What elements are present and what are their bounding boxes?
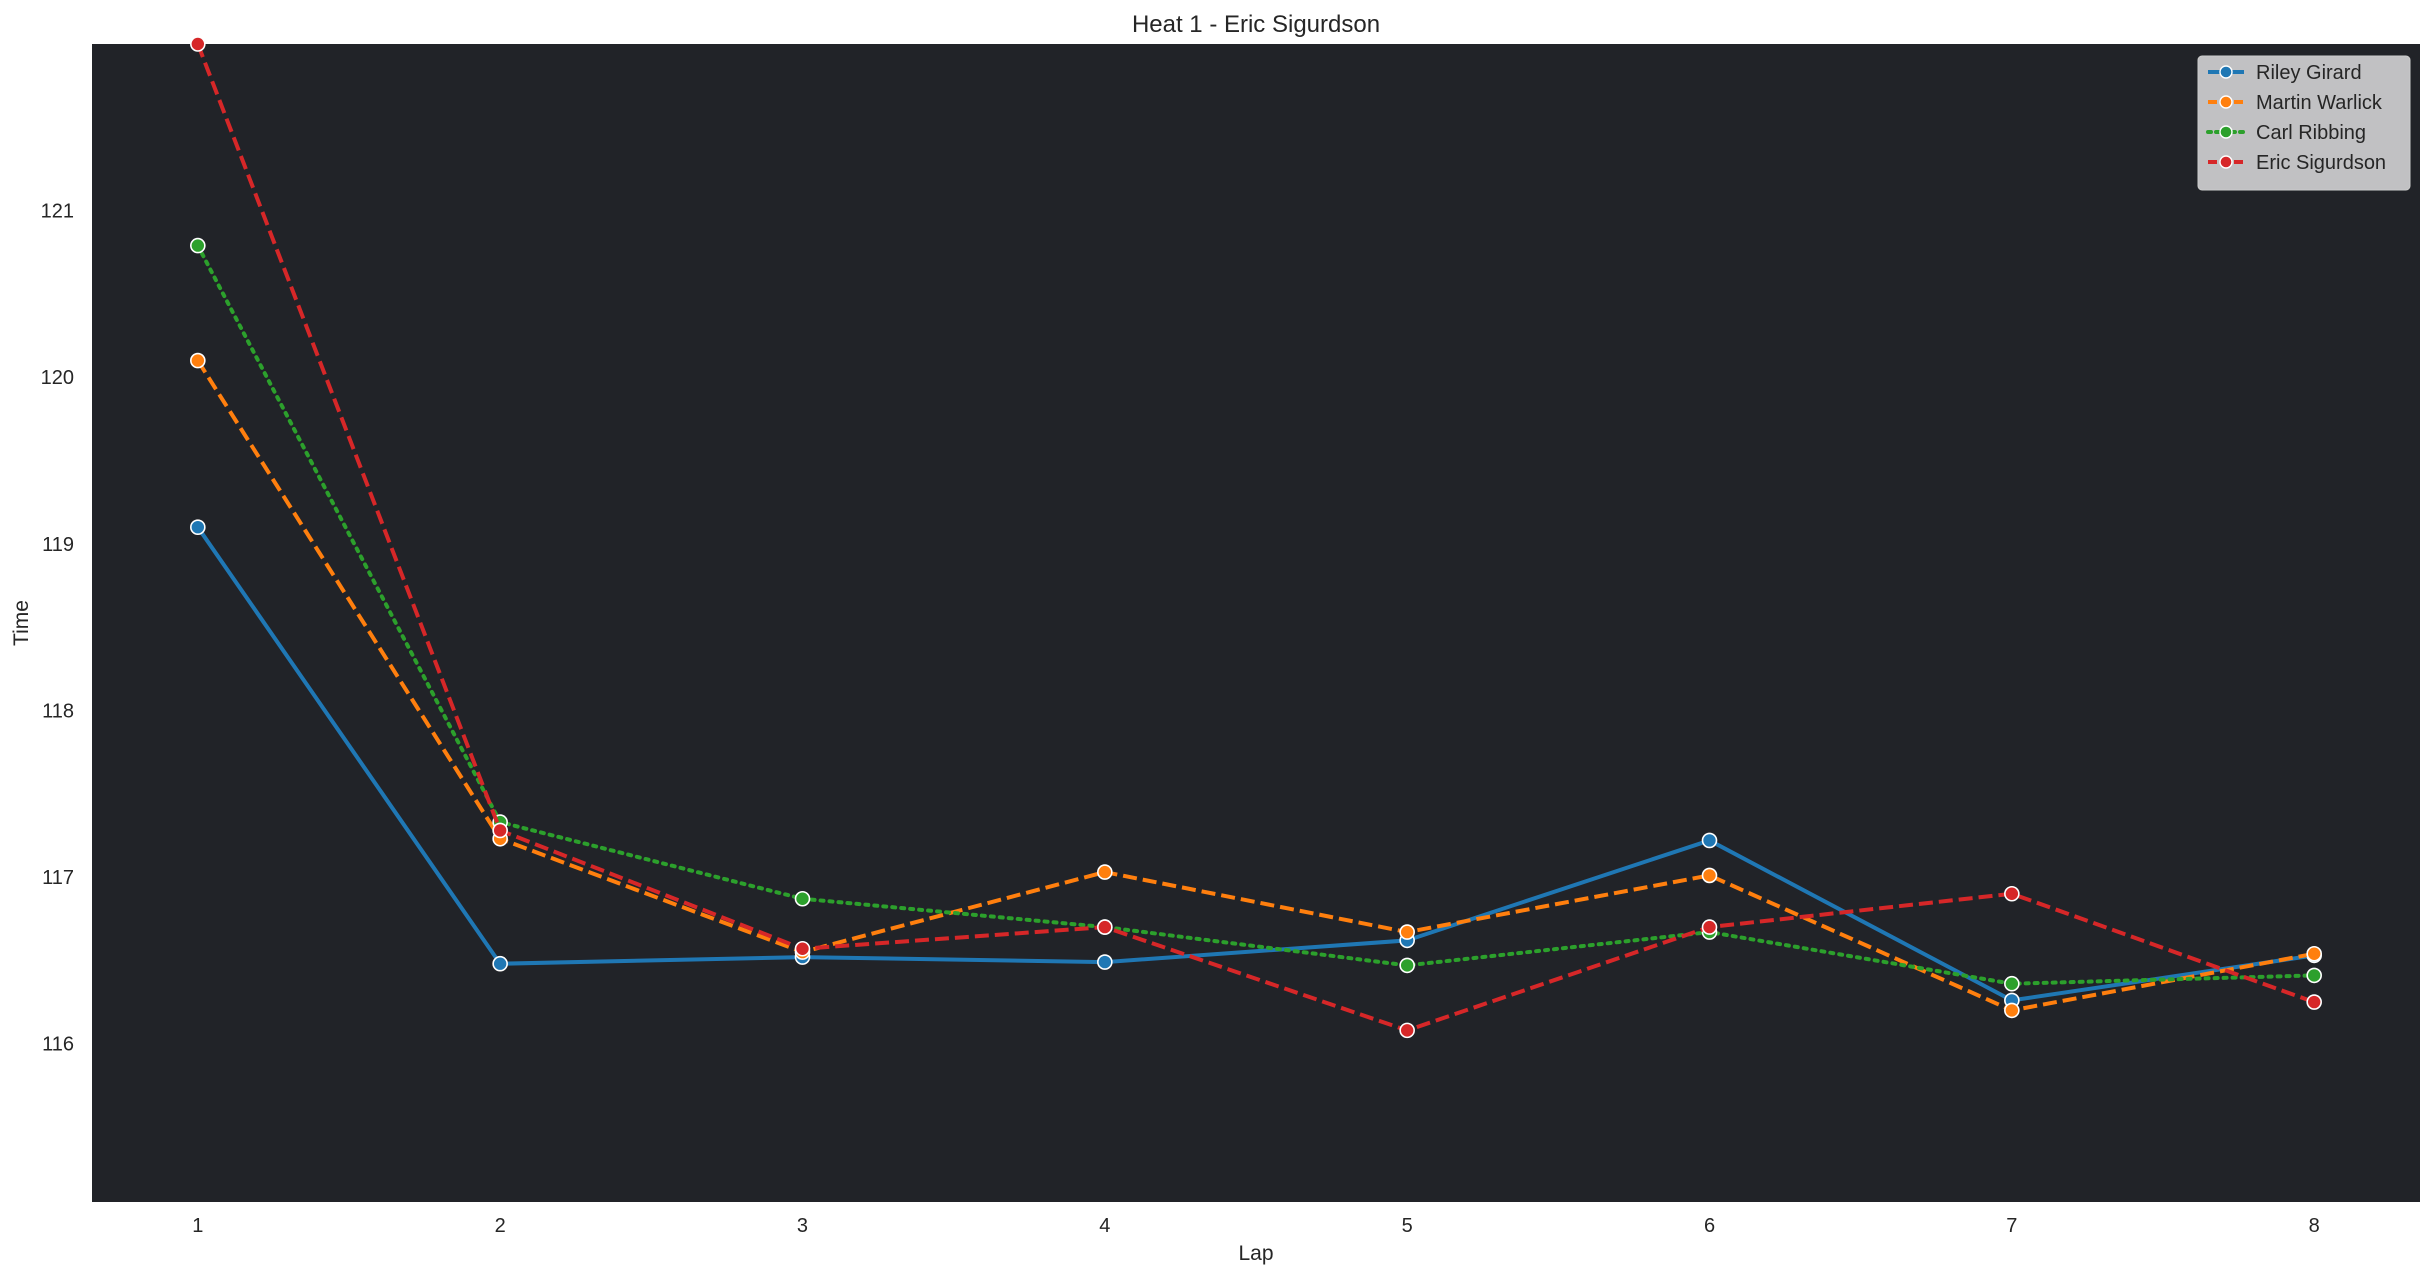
legend-box — [2197, 55, 2411, 191]
x-tick-label: 8 — [2309, 1215, 2320, 1237]
x-axis-ticks: 1 2 3 4 5 6 7 8 — [192, 1215, 2319, 1237]
legend-swatch-marker — [2219, 125, 2233, 139]
y-tick-label: 119 — [42, 534, 74, 556]
series-line — [195, 43, 2315, 1033]
data-point — [492, 955, 508, 972]
y-tick-label: 118 — [42, 700, 74, 722]
data-point — [1701, 867, 1718, 884]
x-tick-label: 7 — [2006, 1215, 2017, 1237]
legend-label: Eric Sigurdson — [2256, 152, 2386, 174]
legend-item: Martin Warlick — [2208, 92, 2383, 114]
legend-item: Riley Girard — [2208, 62, 2362, 84]
chart-title: Heat 1 - Eric Sigurdson — [1132, 11, 1380, 38]
data-point — [1701, 919, 1718, 935]
legend-swatch-marker — [2219, 95, 2233, 109]
data-point — [1399, 924, 1415, 940]
data-point — [492, 822, 508, 839]
y-tick-label: 117 — [42, 867, 74, 889]
x-tick-label: 6 — [1704, 1215, 1715, 1237]
x-tick-label: 4 — [1099, 1215, 1110, 1237]
legend-label: Martin Warlick — [2256, 92, 2383, 114]
data-point — [190, 519, 206, 535]
data-point — [1097, 919, 1113, 935]
data-point — [2306, 945, 2322, 962]
data-point — [2004, 975, 2020, 992]
data-point — [1097, 954, 1113, 970]
series-eric-sigurdson — [190, 36, 2322, 1039]
data-point — [1399, 1022, 1415, 1039]
series-line — [195, 243, 2317, 986]
x-tick-label: 5 — [1402, 1215, 1413, 1237]
data-point — [190, 36, 206, 52]
data-point — [1097, 864, 1113, 880]
legend-item: Eric Sigurdson — [2208, 152, 2386, 174]
y-tick-label: 120 — [41, 367, 74, 389]
y-axis-ticks: 116 117 118 119 120 121 — [41, 201, 74, 1056]
data-point — [794, 940, 811, 957]
legend-swatch-marker — [2219, 155, 2233, 169]
x-tick-label: 1 — [192, 1215, 203, 1237]
data-point — [2306, 994, 2322, 1010]
x-tick-label: 2 — [495, 1215, 506, 1237]
legend-item: Carl Ribbing — [2206, 122, 2366, 144]
data-point — [2306, 967, 2322, 984]
y-axis-title: Time — [10, 600, 33, 646]
data-point — [190, 237, 206, 254]
x-axis-title: Lap — [1238, 1242, 1273, 1265]
series-line — [196, 526, 2315, 1003]
data-point — [2004, 1002, 2020, 1019]
legend-swatch-marker — [2219, 65, 2233, 79]
legend-label: Carl Ribbing — [2256, 122, 2366, 144]
data-point — [1399, 957, 1415, 974]
plot-area — [92, 44, 2420, 1202]
x-tick-label: 3 — [797, 1215, 808, 1237]
data-point — [190, 352, 206, 369]
data-point — [1701, 832, 1718, 849]
y-tick-label: 116 — [42, 1034, 74, 1056]
series-line — [196, 359, 2315, 1013]
legend-label: Riley Girard — [2256, 62, 2362, 84]
data-point — [2004, 885, 2020, 902]
legend: Riley Girard Martin Warlick Carl Ribbing Er… — [2197, 55, 2411, 191]
y-tick-label: 121 — [41, 201, 74, 223]
data-point — [794, 890, 811, 907]
series-layer — [190, 36, 2322, 1039]
